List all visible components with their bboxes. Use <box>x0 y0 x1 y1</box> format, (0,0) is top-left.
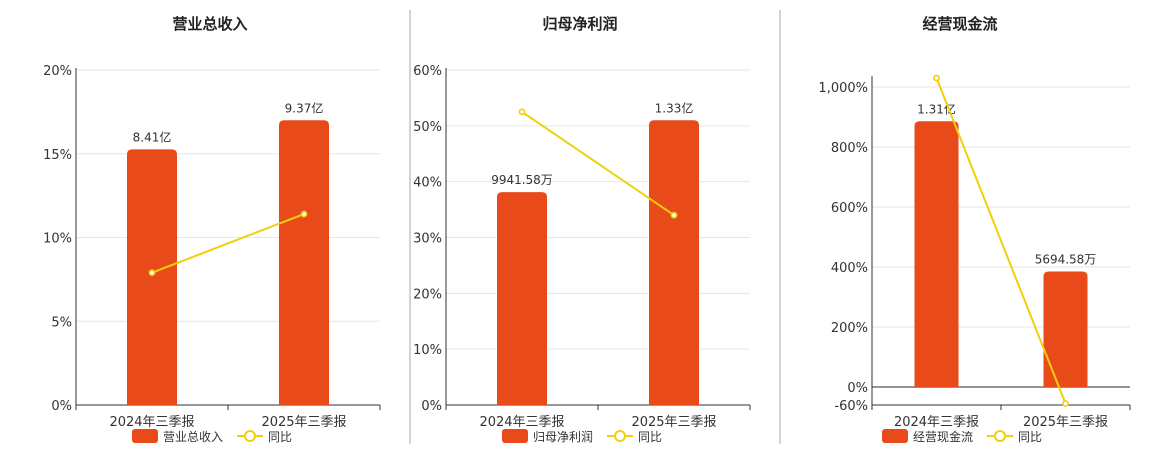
y-tick-label: 1,000% <box>818 81 868 96</box>
legend-bar-swatch <box>502 429 528 443</box>
bar <box>649 120 699 405</box>
series-line-yoy <box>935 77 1067 404</box>
y-tick-label: 20% <box>43 64 72 79</box>
line-point <box>518 108 526 116</box>
bar-value-label: 1.33亿 <box>655 100 694 115</box>
legend: 经营现金流 同比 <box>882 429 1042 444</box>
legend-line-marker <box>244 430 256 442</box>
y-tick-label: 30% <box>413 232 442 247</box>
x-tick-label: 2025年三季报 <box>631 415 716 430</box>
legend-line-marker <box>614 430 626 442</box>
x-tick-label: 2024年三季报 <box>894 415 979 430</box>
x-tick-label: 2025年三季报 <box>1023 415 1108 430</box>
chart-title: 归母净利润 <box>542 15 617 33</box>
y-tick-label: 0% <box>51 399 72 414</box>
legend-line-marker <box>994 430 1006 442</box>
chart-panel-1: 营业总收入 0% 5% 10% 15% 20% 2024年三季报 2025年三季报 8.41亿 9… <box>43 15 381 444</box>
chart-panel-2: 归母净利润 0% 10% 20% 30% 40% 50% 60% 2024年三季报 2025年三季… <box>413 15 751 444</box>
y-tick-label: 600% <box>831 201 868 216</box>
y-tick-label: 15% <box>43 148 72 163</box>
bar-value-label: 9941.58万 <box>491 173 553 187</box>
y-tick-label: 0% <box>421 399 442 414</box>
y-tick-label: 5% <box>51 315 72 330</box>
line-point <box>933 74 940 82</box>
y-tick-label: 60% <box>413 64 442 79</box>
chart-title: 营业总收入 <box>172 15 247 33</box>
line-point <box>148 269 156 277</box>
legend: 营业总收入 同比 <box>132 429 292 444</box>
legend-label: 同比 <box>638 430 662 444</box>
chart-panel-3: 经营现金流 -60% 0% 200% 400% 600% 800% 1,000% 2024年三季… <box>818 15 1131 444</box>
bar <box>279 120 329 405</box>
legend-label: 归母净利润 <box>533 430 593 444</box>
line-point <box>670 211 678 219</box>
x-tick-label: 2024年三季报 <box>109 415 194 430</box>
y-tick-label: 50% <box>413 120 442 135</box>
bar-value-label: 8.41亿 <box>133 129 172 144</box>
x-tick-label: 2024年三季报 <box>479 415 564 430</box>
bar <box>914 121 959 387</box>
x-tick-label: 2025年三季报 <box>261 415 346 430</box>
y-tick-label: 0% <box>847 381 868 396</box>
y-tick-label: 10% <box>413 343 442 358</box>
y-tick-label: 400% <box>831 261 868 276</box>
line-point <box>1062 400 1069 407</box>
series-line-yoy <box>151 213 305 274</box>
legend-label: 同比 <box>268 430 292 444</box>
legend-label: 经营现金流 <box>913 429 973 444</box>
y-tick-label: -60% <box>834 399 868 414</box>
legend-bar-swatch <box>132 429 158 443</box>
line-point <box>300 210 308 218</box>
bar <box>1043 271 1088 387</box>
series-line-yoy <box>521 111 675 216</box>
bar-value-label: 9.37亿 <box>285 100 324 115</box>
y-tick-label: 800% <box>831 141 868 156</box>
legend-label: 营业总收入 <box>163 430 223 444</box>
legend-bar-swatch <box>882 429 908 443</box>
bar <box>497 192 547 405</box>
bar <box>127 149 177 405</box>
chart-title: 经营现金流 <box>922 15 997 33</box>
legend-label: 同比 <box>1018 430 1042 444</box>
y-tick-label: 40% <box>413 176 442 191</box>
y-tick-label: 200% <box>831 321 868 336</box>
y-tick-label: 10% <box>43 232 72 247</box>
y-tick-label: 20% <box>413 287 442 302</box>
legend: 归母净利润 同比 <box>502 429 662 444</box>
bar-value-label: 5694.58万 <box>1035 252 1097 266</box>
